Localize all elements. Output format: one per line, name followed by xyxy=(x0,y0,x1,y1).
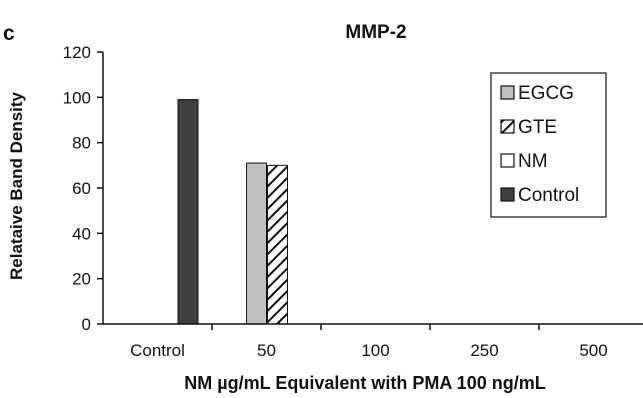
y-axis-label: Relataive Band Density xyxy=(7,91,26,280)
bar-gte-50 xyxy=(267,164,288,325)
legend: EGCG GTE NM Control xyxy=(490,72,607,218)
legend-swatch-nm xyxy=(500,153,515,168)
panel-label: c xyxy=(3,22,15,45)
legend-label-egcg: EGCG xyxy=(518,83,574,104)
bars xyxy=(177,99,288,325)
bar-egcg-50 xyxy=(246,162,267,325)
y-tick-label: 60 xyxy=(72,179,91,198)
legend-swatch-control xyxy=(500,187,515,202)
x-tick-label: 500 xyxy=(579,341,607,360)
x-tick-label: 250 xyxy=(470,341,498,360)
x-axis-label: NM µg/mL Equivalent with PMA 100 ng/mL xyxy=(184,373,545,393)
x-tick-label: Control xyxy=(130,341,185,360)
y-tick-label: 0 xyxy=(82,315,91,334)
legend-label-nm: NM xyxy=(518,151,548,172)
x-tick-label: 50 xyxy=(257,341,276,360)
x-tick-label: 100 xyxy=(361,341,389,360)
x-axis-ticks: Control 50 100 250 500 xyxy=(130,324,608,360)
y-tick-label: 100 xyxy=(63,88,91,107)
y-tick-label: 20 xyxy=(72,270,91,289)
y-tick-label: 40 xyxy=(72,224,91,243)
y-axis-ticks: 0 20 40 60 80 100 120 xyxy=(63,43,103,334)
legend-label-gte: GTE xyxy=(518,117,557,138)
chart-title: MMP-2 xyxy=(345,22,406,43)
legend-swatch-gte xyxy=(500,119,515,134)
bar-control-control xyxy=(177,99,199,325)
legend-label-control: Control xyxy=(518,185,579,206)
y-tick-label: 120 xyxy=(63,43,91,62)
y-tick-label: 80 xyxy=(72,134,91,153)
legend-swatch-egcg xyxy=(500,85,515,100)
